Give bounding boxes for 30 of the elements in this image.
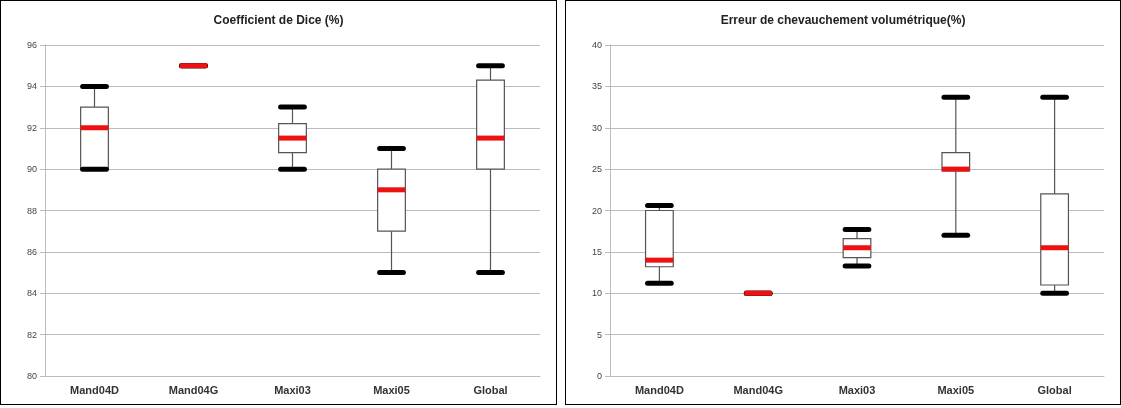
y-tick-label: 92 (26, 122, 37, 133)
y-tick-label: 82 (26, 329, 37, 340)
y-tick-label: 84 (26, 288, 37, 299)
y-tick-label: 90 (26, 164, 37, 175)
y-tick-label: 15 (591, 246, 602, 257)
y-tick-label: 80 (26, 371, 37, 381)
y-tick-label: 94 (26, 81, 37, 92)
y-tick-label: 0 (596, 371, 602, 381)
x-tick-label: Mand04D (634, 383, 684, 396)
y-tick-label: 86 (26, 246, 37, 257)
chart-title: Erreur de chevauchement volumétrique(%) (720, 13, 966, 27)
y-tick-label: 35 (591, 81, 602, 92)
y-tick-label: 88 (26, 205, 37, 216)
y-tick-label: 20 (591, 205, 602, 216)
y-tick-label: 30 (591, 122, 602, 133)
y-tick-label: 25 (591, 164, 602, 175)
y-tick-label: 96 (26, 40, 37, 50)
x-tick-label: Mand04G (168, 383, 219, 396)
x-tick-label: Global (473, 383, 508, 396)
x-tick-label: Maxi03 (274, 383, 311, 396)
chart-title: Coefficient de Dice (%) (213, 13, 344, 27)
y-tick-label: 40 (591, 40, 602, 50)
x-tick-label: Global (1037, 383, 1072, 396)
y-tick-label: 5 (596, 329, 602, 340)
x-tick-label: Maxi05 (937, 383, 975, 396)
y-tick-label: 10 (591, 288, 602, 299)
x-tick-label: Mand04D (70, 383, 119, 396)
x-tick-label: Maxi05 (373, 383, 410, 396)
x-tick-label: Maxi03 (838, 383, 876, 396)
x-tick-label: Mand04G (733, 383, 783, 396)
